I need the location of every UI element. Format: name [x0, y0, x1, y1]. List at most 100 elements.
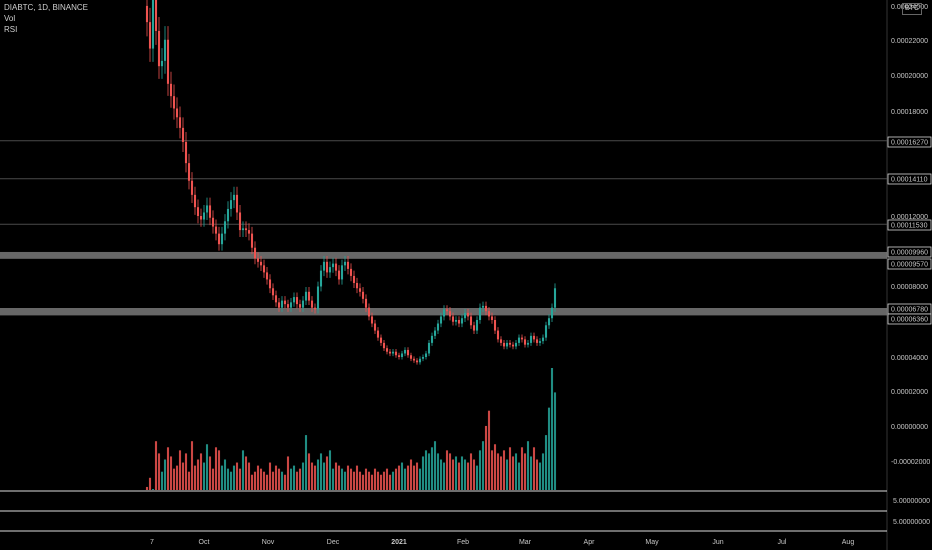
candle-body[interactable]	[205, 205, 209, 213]
candle-body[interactable]	[217, 233, 221, 245]
candle-body[interactable]	[343, 261, 347, 266]
candle-body[interactable]	[247, 230, 251, 234]
candle-body[interactable]	[286, 304, 290, 308]
candle-body[interactable]	[346, 261, 350, 269]
candle-body[interactable]	[484, 305, 488, 312]
candle-body[interactable]	[211, 217, 215, 227]
candle-body[interactable]	[487, 311, 491, 317]
candle-body[interactable]	[244, 228, 248, 231]
candle-body[interactable]	[514, 342, 518, 347]
candle-body[interactable]	[220, 233, 224, 245]
candle-body[interactable]	[448, 311, 452, 317]
candle-body[interactable]	[388, 351, 392, 354]
candle-body[interactable]	[490, 316, 494, 320]
candle-body[interactable]	[199, 216, 203, 220]
candle-body[interactable]	[463, 312, 467, 319]
level-price-tag[interactable]	[887, 246, 932, 258]
candle-body[interactable]	[376, 330, 380, 338]
candle-body[interactable]	[415, 360, 419, 363]
candle-body[interactable]	[460, 318, 464, 324]
candle-body[interactable]	[469, 316, 473, 326]
candle-body[interactable]	[271, 288, 275, 296]
symbol-label[interactable]: DIABTC, 1D, BINANCE	[4, 3, 89, 12]
candle-body[interactable]	[241, 228, 245, 231]
candle-body[interactable]	[268, 279, 272, 289]
candle-body[interactable]	[358, 288, 362, 292]
rsi-indicator-label[interactable]: RSI	[4, 25, 18, 34]
candle-body[interactable]	[412, 358, 416, 361]
candle-body[interactable]	[496, 330, 500, 340]
candle-body[interactable]	[157, 30, 161, 67]
candle-body[interactable]	[175, 108, 179, 118]
candle-body[interactable]	[328, 267, 332, 273]
candle-body[interactable]	[265, 272, 269, 280]
candle-body[interactable]	[163, 39, 167, 61]
candle-body[interactable]	[382, 342, 386, 349]
candle-body[interactable]	[361, 291, 365, 299]
candle-body[interactable]	[532, 335, 536, 340]
candle-body[interactable]	[181, 127, 185, 142]
candle-body[interactable]	[208, 205, 212, 218]
candle-body[interactable]	[292, 297, 296, 303]
candle-body[interactable]	[262, 265, 266, 273]
candle-body[interactable]	[259, 261, 263, 266]
candle-body[interactable]	[418, 358, 422, 363]
candle-body[interactable]	[196, 207, 200, 216]
candle-body[interactable]	[232, 194, 236, 201]
candle-body[interactable]	[307, 291, 311, 301]
candle-body[interactable]	[436, 323, 440, 331]
candle-body[interactable]	[505, 342, 509, 347]
candle-body[interactable]	[478, 307, 482, 320]
candle-body[interactable]	[394, 351, 398, 356]
level-price-tag[interactable]	[887, 313, 932, 325]
candle-body[interactable]	[493, 319, 497, 331]
candle-body[interactable]	[409, 355, 413, 359]
candle-body[interactable]	[349, 268, 353, 276]
candle-body[interactable]	[517, 337, 521, 343]
candle-body[interactable]	[457, 319, 461, 324]
candle-body[interactable]	[541, 337, 545, 342]
candle-body[interactable]	[274, 295, 278, 303]
candle-body[interactable]	[424, 353, 428, 357]
candle-body[interactable]	[529, 335, 533, 343]
candle-body[interactable]	[151, 0, 155, 49]
candle-body[interactable]	[439, 316, 443, 324]
candle-body[interactable]	[187, 163, 191, 181]
candle-body[interactable]	[406, 349, 410, 356]
candle-body[interactable]	[310, 300, 314, 308]
candle-body[interactable]	[373, 323, 377, 331]
candle-body[interactable]	[445, 309, 449, 312]
level-price-tag[interactable]	[887, 136, 932, 148]
candle-body[interactable]	[172, 96, 176, 109]
candle-body[interactable]	[352, 275, 356, 283]
candle-body[interactable]	[511, 344, 515, 347]
candle-body[interactable]	[238, 212, 242, 231]
candle-body[interactable]	[337, 270, 341, 280]
candle-body[interactable]	[184, 141, 188, 164]
candle-body[interactable]	[379, 337, 383, 343]
candle-body[interactable]	[538, 341, 542, 343]
candle-body[interactable]	[502, 342, 506, 347]
candle-body[interactable]	[214, 226, 218, 234]
candle-body[interactable]	[280, 300, 284, 308]
candle-body[interactable]	[190, 180, 194, 195]
candle-body[interactable]	[313, 307, 317, 310]
candle-body[interactable]	[400, 353, 404, 357]
candle-body[interactable]	[430, 335, 434, 343]
candle-body[interactable]	[451, 316, 455, 322]
candle-body[interactable]	[385, 348, 389, 352]
candle-body[interactable]	[475, 319, 479, 331]
candle-body[interactable]	[295, 297, 299, 305]
candle-body[interactable]	[229, 200, 233, 209]
candle-body[interactable]	[553, 288, 557, 308]
candle-body[interactable]	[145, 5, 149, 23]
candle-body[interactable]	[355, 282, 359, 289]
candle-body[interactable]	[178, 117, 182, 128]
candle-body[interactable]	[523, 339, 527, 345]
candle-body[interactable]	[319, 270, 323, 287]
candle-body[interactable]	[427, 342, 431, 354]
candle-body[interactable]	[148, 22, 152, 49]
candle-body[interactable]	[367, 307, 371, 317]
candle-body[interactable]	[325, 261, 329, 273]
